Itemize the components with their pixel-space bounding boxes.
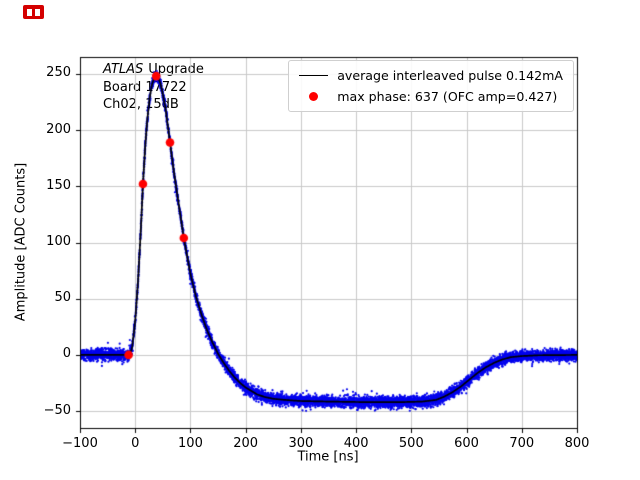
x-tick-label: 500 xyxy=(398,436,424,451)
x-tick-label: 700 xyxy=(509,436,535,451)
legend-line-sample xyxy=(298,75,328,76)
legend-dot-sample xyxy=(298,92,328,101)
y-tick-label: 50 xyxy=(54,290,71,306)
y-tick-label: 150 xyxy=(46,177,71,193)
x-tick-label: 0 xyxy=(131,436,140,451)
y-tick-label: 0 xyxy=(62,346,71,362)
y-tick-label: 200 xyxy=(46,121,71,137)
x-tick-label: 200 xyxy=(233,436,259,451)
legend-label-max-phase: max phase: 637 (OFC amp=0.427) xyxy=(337,89,558,104)
x-tick-label: 100 xyxy=(178,436,203,451)
y-tick-label: −50 xyxy=(43,402,71,418)
legend-entry-average: average interleaved pulse 0.142mA xyxy=(298,68,563,83)
legend: average interleaved pulse 0.142mA max ph… xyxy=(288,60,574,112)
x-tick-label: 300 xyxy=(288,436,314,451)
legend-entry-max-phase: max phase: 637 (OFC amp=0.427) xyxy=(298,89,563,104)
x-tick-label: 600 xyxy=(454,436,479,451)
x-tick-label: 400 xyxy=(343,436,369,451)
x-axis-label: Time [ns] xyxy=(297,449,359,465)
x-tick-label: 800 xyxy=(564,436,590,451)
red-corner-badge xyxy=(23,5,44,19)
x-tick-label: −100 xyxy=(62,436,98,451)
legend-label-average: average interleaved pulse 0.142mA xyxy=(337,68,563,83)
y-tick-label: 100 xyxy=(46,234,71,249)
y-tick-label: 250 xyxy=(46,65,71,81)
